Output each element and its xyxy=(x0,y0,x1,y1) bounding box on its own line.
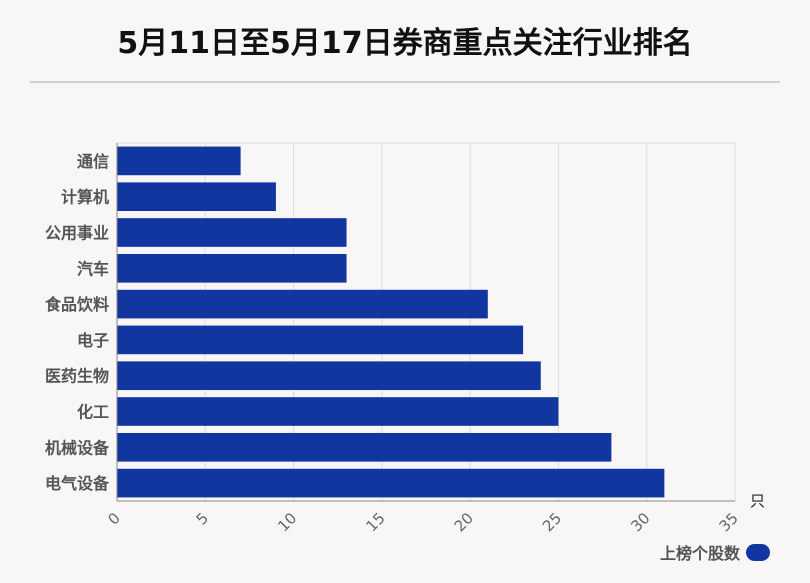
x-axis-unit: 只 xyxy=(750,492,765,510)
bar[interactable] xyxy=(117,289,488,319)
x-tick-label: 15 xyxy=(362,509,388,535)
bar[interactable] xyxy=(117,397,559,426)
bar[interactable] xyxy=(117,432,612,462)
title-divider xyxy=(30,81,780,83)
category-label: 食品饮料 xyxy=(44,295,109,314)
x-tick-label: 35 xyxy=(716,509,742,535)
legend[interactable]: 上榜个股数 xyxy=(660,540,770,564)
category-label: 计算机 xyxy=(61,188,109,207)
category-label: 公用事业 xyxy=(45,224,109,243)
bar[interactable] xyxy=(117,218,347,247)
x-tick-label: 25 xyxy=(539,509,565,535)
category-label: 化工 xyxy=(77,403,109,422)
x-tick-label: 10 xyxy=(274,509,300,535)
bars xyxy=(117,146,665,498)
category-label: 电子 xyxy=(77,331,109,350)
legend-swatch xyxy=(746,543,770,561)
category-label: 医药生物 xyxy=(45,367,109,386)
category-label: 机械设备 xyxy=(45,438,110,457)
bar[interactable] xyxy=(117,182,276,212)
category-label: 汽车 xyxy=(77,259,109,278)
x-tick-labels: 0 5 10 15 20 25 30 35 xyxy=(104,509,741,535)
bar[interactable] xyxy=(117,361,541,391)
bar[interactable] xyxy=(117,468,665,498)
bar[interactable] xyxy=(117,253,347,283)
category-label: 通信 xyxy=(77,152,109,171)
chart-title: 5月11日至5月17日券商重点关注行业排名 xyxy=(117,26,693,61)
bar[interactable] xyxy=(117,325,524,355)
x-tick-label: 5 xyxy=(193,509,212,528)
x-tick-label: 30 xyxy=(627,509,653,535)
x-tick-label: 20 xyxy=(451,509,477,535)
category-label: 电气设备 xyxy=(45,474,110,493)
x-tick-label: 0 xyxy=(104,509,123,528)
bar[interactable] xyxy=(117,146,241,176)
legend-label: 上榜个股数 xyxy=(659,544,740,563)
